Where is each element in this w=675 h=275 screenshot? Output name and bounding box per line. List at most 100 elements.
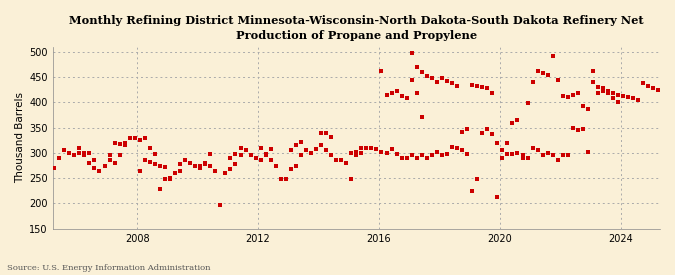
Point (195, 166, 206, 170)
Point (165, 176, 176, 180)
Point (381, 151, 392, 155)
Point (522, 101, 533, 106)
Point (568, 93, 578, 97)
Point (255, 158, 266, 163)
Point (502, 141, 513, 145)
Point (416, 70, 427, 74)
Point (613, 100, 624, 105)
Point (457, 130, 468, 134)
Point (200, 162, 211, 166)
Point (477, 85, 487, 89)
Point (134, 138, 145, 142)
Point (396, 94, 407, 99)
Point (522, 156, 533, 160)
Point (542, 151, 553, 155)
Point (492, 141, 503, 145)
Point (593, 85, 603, 89)
Point (416, 153, 427, 158)
Point (225, 167, 236, 171)
Point (402, 156, 412, 160)
Point (99, 163, 110, 168)
Point (376, 150, 387, 154)
Point (392, 152, 402, 156)
Point (386, 91, 397, 96)
Point (114, 153, 125, 158)
Point (452, 146, 462, 150)
Point (159, 177, 170, 182)
Point (462, 152, 472, 156)
Point (482, 126, 493, 131)
Point (507, 152, 518, 156)
Point (306, 151, 317, 155)
Point (316, 143, 327, 148)
Point (558, 153, 568, 158)
Point (411, 91, 422, 96)
Point (638, 81, 649, 86)
Point (421, 156, 432, 160)
Point (346, 151, 356, 155)
Point (547, 153, 558, 158)
Point (59, 148, 70, 153)
Point (452, 84, 462, 89)
Point (74, 151, 85, 155)
Point (331, 158, 342, 163)
Point (371, 147, 382, 151)
Point (497, 156, 508, 160)
Point (286, 148, 296, 153)
Point (144, 160, 155, 164)
Point (149, 152, 160, 156)
Point (482, 86, 493, 90)
Point (144, 146, 155, 150)
Point (159, 165, 170, 169)
Point (537, 71, 548, 75)
Point (215, 203, 225, 207)
Point (351, 153, 362, 158)
Point (376, 69, 387, 73)
Point (507, 120, 518, 125)
Point (472, 177, 483, 182)
Point (220, 171, 231, 175)
Point (396, 156, 407, 160)
Point (512, 118, 523, 122)
Point (205, 163, 216, 168)
Point (200, 161, 211, 165)
Point (527, 80, 538, 84)
Point (583, 150, 593, 154)
Point (517, 153, 528, 158)
Point (392, 89, 402, 94)
Point (296, 153, 306, 158)
Point (421, 74, 432, 78)
Point (235, 153, 246, 158)
Point (326, 153, 337, 158)
Point (578, 104, 589, 109)
Point (140, 136, 151, 140)
Point (79, 151, 90, 155)
Point (416, 114, 427, 119)
Point (64, 151, 75, 155)
Point (447, 81, 458, 86)
Point (210, 168, 221, 173)
Point (130, 136, 140, 140)
Point (290, 163, 301, 168)
Point (74, 146, 85, 150)
Point (537, 153, 548, 158)
Point (643, 84, 654, 89)
Point (165, 177, 176, 182)
Point (169, 171, 180, 175)
Point (190, 163, 200, 168)
Point (321, 131, 331, 135)
Point (250, 156, 261, 160)
Point (261, 153, 271, 158)
Point (89, 166, 100, 170)
Point (583, 106, 593, 111)
Point (653, 88, 664, 92)
Point (265, 158, 276, 163)
Point (296, 140, 306, 144)
Point (109, 161, 120, 165)
Point (466, 82, 477, 87)
Point (84, 161, 95, 165)
Point (119, 141, 130, 145)
Point (628, 96, 639, 101)
Point (255, 146, 266, 150)
Point (492, 195, 503, 200)
